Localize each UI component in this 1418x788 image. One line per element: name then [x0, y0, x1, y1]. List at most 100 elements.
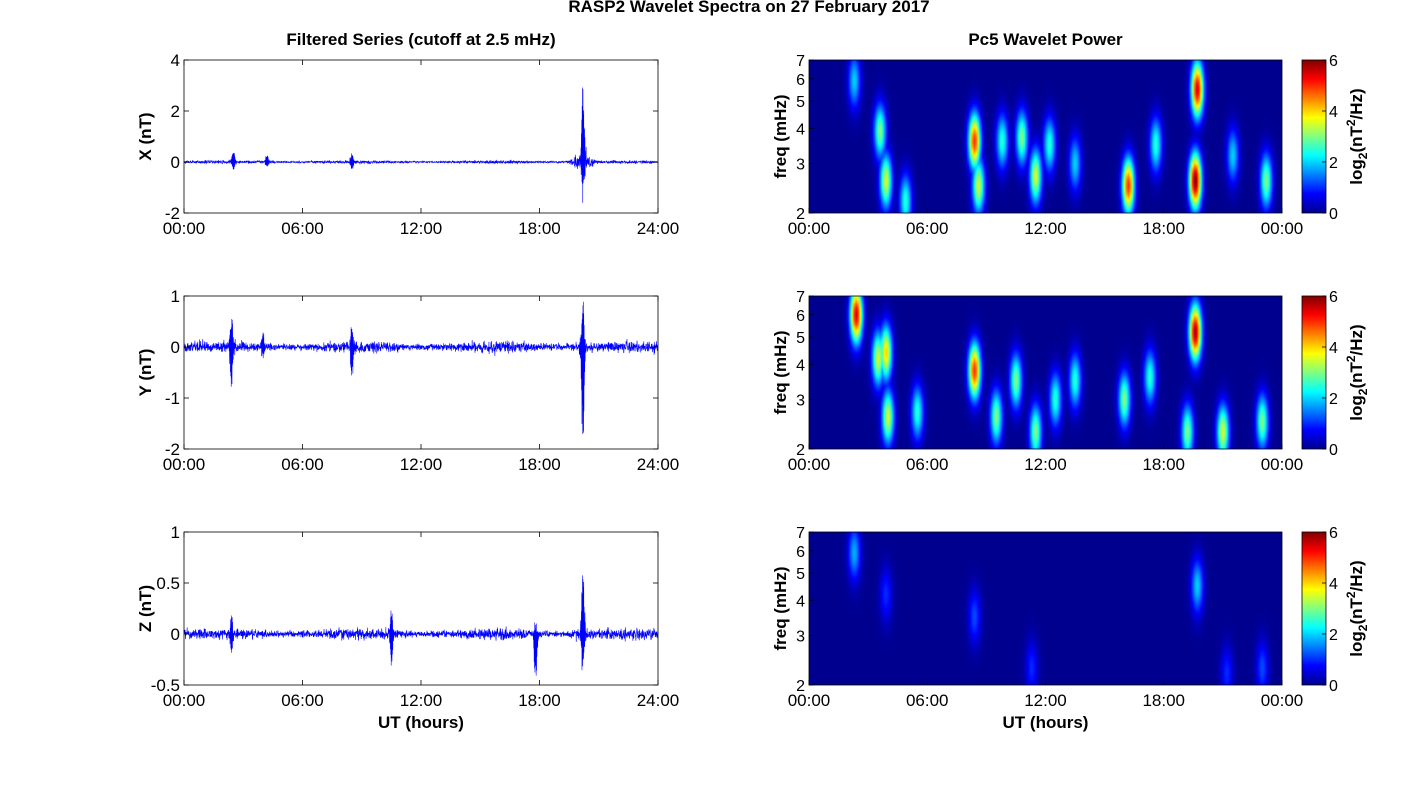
- filtered-y-xtick-label: 00:00: [163, 455, 206, 474]
- wavelet-z-ytick-label: 4: [796, 593, 805, 610]
- wavelet-y-colorbar-tick-label: 6: [1329, 289, 1338, 306]
- wavelet-x-xtick-label: 00:00: [788, 219, 831, 238]
- wavelet-y-ytick-label: 6: [796, 308, 805, 325]
- wavelet-z-ytick-label: 3: [796, 628, 805, 645]
- wavelet-x-colorbar-label: log2(nT2/Hz): [1344, 88, 1370, 184]
- filtered-y-xtick-label: 24:00: [637, 455, 680, 474]
- wavelet-x-colorbar-tick-label: 6: [1329, 53, 1338, 70]
- filtered-x-xtick-label: 24:00: [637, 219, 680, 238]
- filtered-x-ylabel: X (nT): [136, 112, 155, 160]
- filtered-y-trace: [183, 301, 659, 434]
- wavelet-z-spectrogram: [809, 532, 1282, 685]
- filtered-z-ylabel: Z (nT): [136, 585, 155, 632]
- wavelet-y-xtick-label: 00:00: [788, 455, 831, 474]
- filtered-x-xtick-label: 18:00: [518, 219, 561, 238]
- wavelet-z-xtick-label: 00:00: [1261, 691, 1304, 710]
- filtered-z-xtick-label: 00:00: [163, 691, 206, 710]
- wavelet-z-colorbar-label: log2(nT2/Hz): [1344, 560, 1370, 656]
- wavelet-x-xtick-label: 06:00: [906, 219, 949, 238]
- wavelet-y-spectrogram: [809, 296, 1282, 449]
- wavelet-x-panel: 2 3 4 5 6 7 00:00 06:00 12:00 18:00 00:00 freq (mHz…: [771, 30, 1370, 238]
- filtered-z-xlabel: UT (hours): [378, 713, 464, 732]
- wavelet-z-panel: 2 3 4 5 6 7 00:00 06:00 12:00 18:00 00:00 freq (mHz…: [771, 525, 1370, 732]
- wavelet-z-xtick-label: 06:00: [906, 691, 949, 710]
- filtered-x-ytick-label: 2: [171, 102, 180, 121]
- filtered-z-xtick-label: 24:00: [637, 691, 680, 710]
- wavelet-y-xtick-label: 06:00: [906, 455, 949, 474]
- wavelet-x-xtick-label: 12:00: [1024, 219, 1067, 238]
- wavelet-z-xlabel: UT (hours): [1003, 713, 1089, 732]
- wavelet-x-colorbar: [1301, 59, 1327, 214]
- filtered-z-ytick-label: -0.5: [151, 676, 180, 695]
- filtered-x-ytick-label: -2: [165, 204, 180, 223]
- filtered-x-xtick-label: 12:00: [400, 219, 443, 238]
- wavelet-z-xtick-label: 18:00: [1142, 691, 1185, 710]
- wavelet-y-colorbar-tick-label: 0: [1329, 442, 1338, 459]
- filtered-x-trace: [183, 87, 659, 203]
- filtered-y-plot-area: [184, 296, 658, 449]
- wavelet-z-ytick-label: 6: [796, 544, 805, 561]
- wavelet-y-xtick-label: 18:00: [1142, 455, 1185, 474]
- filtered-y-ytick-label: -1: [165, 389, 180, 408]
- wavelet-x-xtick-label: 18:00: [1142, 219, 1185, 238]
- filtered-x-ytick-label: 0: [171, 153, 180, 172]
- wavelet-x-ytick-label: 5: [796, 94, 805, 111]
- wavelet-z-colorbar-tick-label: 2: [1329, 627, 1338, 644]
- filtered-z-panel: -0.5 0 0.5 1 00:00 06:00 12:00 18:00 24:00 Z (nT)…: [136, 523, 679, 732]
- filtered-z-xtick-label: 06:00: [281, 691, 324, 710]
- wavelet-z-colorbar: [1301, 531, 1327, 686]
- wavelet-z-ytick-label: 5: [796, 566, 805, 583]
- wavelet-x-ylabel: freq (mHz): [771, 94, 790, 178]
- filtered-x-panel: -2 0 2 4 00:00 06:00 12:00 18:00 24:00 X (nT) Filt…: [136, 30, 679, 238]
- filtered-z-plot-area: [184, 532, 658, 685]
- filtered-z-xtick-label: 12:00: [400, 691, 443, 710]
- wavelet-z-xtick-label: 12:00: [1024, 691, 1067, 710]
- wavelet-x-ytick-label: 6: [796, 72, 805, 89]
- wavelet-z-ytick-label: 7: [796, 525, 805, 542]
- wavelet-z-colorbar-tick-label: 6: [1329, 525, 1338, 542]
- wavelet-x-title: Pc5 Wavelet Power: [968, 30, 1123, 49]
- filtered-y-ytick-label: 1: [171, 287, 180, 306]
- wavelet-y-ytick-label: 2: [796, 442, 805, 459]
- figure-title: RASP2 Wavelet Spectra on 27 February 201…: [568, 0, 929, 16]
- wavelet-z-colorbar-tick-label: 0: [1329, 678, 1338, 695]
- wavelet-y-panel: 2 3 4 5 6 7 00:00 06:00 12:00 18:00 00:00 freq (mHz…: [771, 289, 1370, 474]
- wavelet-z-xtick-label: 00:00: [788, 691, 831, 710]
- wavelet-z-ylabel: freq (mHz): [771, 566, 790, 650]
- wavelet-y-ylabel: freq (mHz): [771, 330, 790, 414]
- filtered-z-ytick-label: 0.5: [156, 574, 180, 593]
- filtered-x-plot-area: [184, 60, 658, 213]
- wavelet-y-ytick-label: 5: [796, 330, 805, 347]
- filtered-y-ytick-label: 0: [171, 338, 180, 357]
- filtered-x-ytick-label: 4: [171, 51, 180, 70]
- wavelet-y-colorbar: [1301, 295, 1327, 450]
- filtered-y-xtick-label: 18:00: [518, 455, 561, 474]
- wavelet-x-colorbar-tick-label: 2: [1329, 155, 1338, 172]
- filtered-x-title: Filtered Series (cutoff at 2.5 mHz): [286, 30, 555, 49]
- wavelet-x-colorbar-tick-label: 0: [1329, 206, 1338, 223]
- wavelet-y-colorbar-tick-label: 4: [1329, 340, 1338, 357]
- wavelet-y-colorbar-tick-label: 2: [1329, 391, 1338, 408]
- wavelet-x-spectrogram: [809, 60, 1282, 213]
- wavelet-y-ytick-label: 3: [796, 392, 805, 409]
- filtered-y-xtick-label: 12:00: [400, 455, 443, 474]
- filtered-y-ytick-label: -2: [165, 440, 180, 459]
- filtered-y-panel: -2 -1 0 1 00:00 06:00 12:00 18:00 24:00 Y (nT): [136, 287, 679, 474]
- wavelet-y-colorbar-label: log2(nT2/Hz): [1344, 324, 1370, 420]
- filtered-y-xtick-label: 06:00: [281, 455, 324, 474]
- wavelet-x-ytick-label: 4: [796, 121, 805, 138]
- wavelet-z-colorbar-tick-label: 4: [1329, 576, 1338, 593]
- wavelet-y-ytick-label: 4: [796, 357, 805, 374]
- wavelet-x-xtick-label: 00:00: [1261, 219, 1304, 238]
- filtered-z-xtick-label: 18:00: [518, 691, 561, 710]
- filtered-z-trace: [183, 575, 659, 676]
- wavelet-x-colorbar-tick-label: 4: [1329, 104, 1338, 121]
- filtered-y-ylabel: Y (nT): [136, 349, 155, 397]
- wavelet-x-ytick-label: 7: [796, 53, 805, 70]
- filtered-x-xtick-label: 06:00: [281, 219, 324, 238]
- wavelet-x-ytick-label: 3: [796, 156, 805, 173]
- wavelet-y-xtick-label: 00:00: [1261, 455, 1304, 474]
- filtered-x-xtick-label: 00:00: [163, 219, 206, 238]
- wavelet-z-ytick-label: 2: [796, 678, 805, 695]
